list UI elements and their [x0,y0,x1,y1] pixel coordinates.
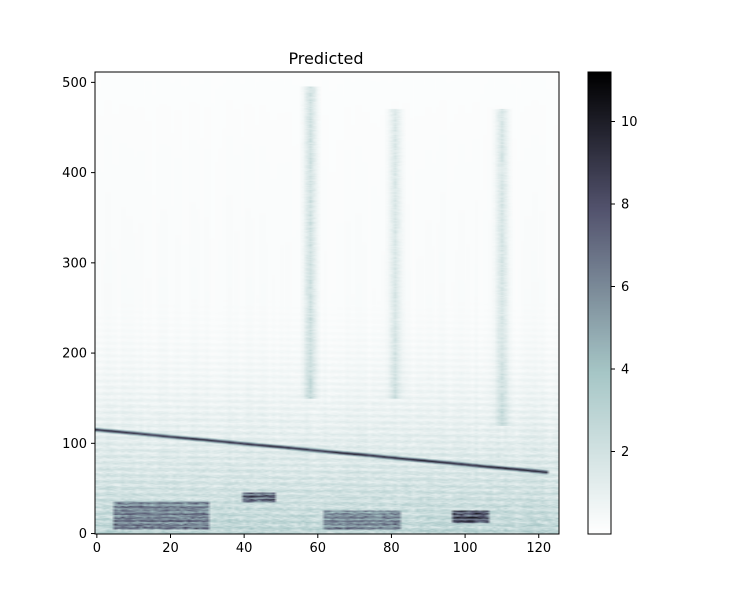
colorbar-image [588,72,611,534]
x-tick-label: 0 [93,541,101,556]
y-axis: 0 100 200 300 400 500 [62,76,95,542]
x-tick-label: 40 [236,541,253,556]
chart-title: Predicted [288,49,363,68]
x-tick-label: 80 [383,541,400,556]
colorbar-tick-label: 4 [621,363,629,378]
x-tick-label: 20 [162,541,179,556]
plot-frame [94,71,560,535]
colorbar-tick-label: 2 [621,445,629,460]
x-tick-label: 60 [310,541,327,556]
colorbar-tick-label: 10 [621,115,638,130]
y-tick-label: 200 [62,347,87,362]
y-tick-label: 500 [62,76,87,91]
colorbar-tick-label: 6 [621,280,629,295]
x-tick-label: 120 [526,541,551,556]
y-tick-label: 100 [62,437,87,452]
x-tick-label: 100 [453,541,478,556]
colorbar-frame [587,71,612,535]
colorbar-axis: 2 4 6 8 10 [611,115,638,460]
y-tick-label: 0 [79,527,87,542]
x-axis: 0 20 40 60 80 100 120 [93,534,551,556]
colorbar-tick-label: 8 [621,198,629,213]
heatmap-image [95,72,559,534]
y-tick-label: 400 [62,166,87,181]
y-tick-label: 300 [62,256,87,271]
